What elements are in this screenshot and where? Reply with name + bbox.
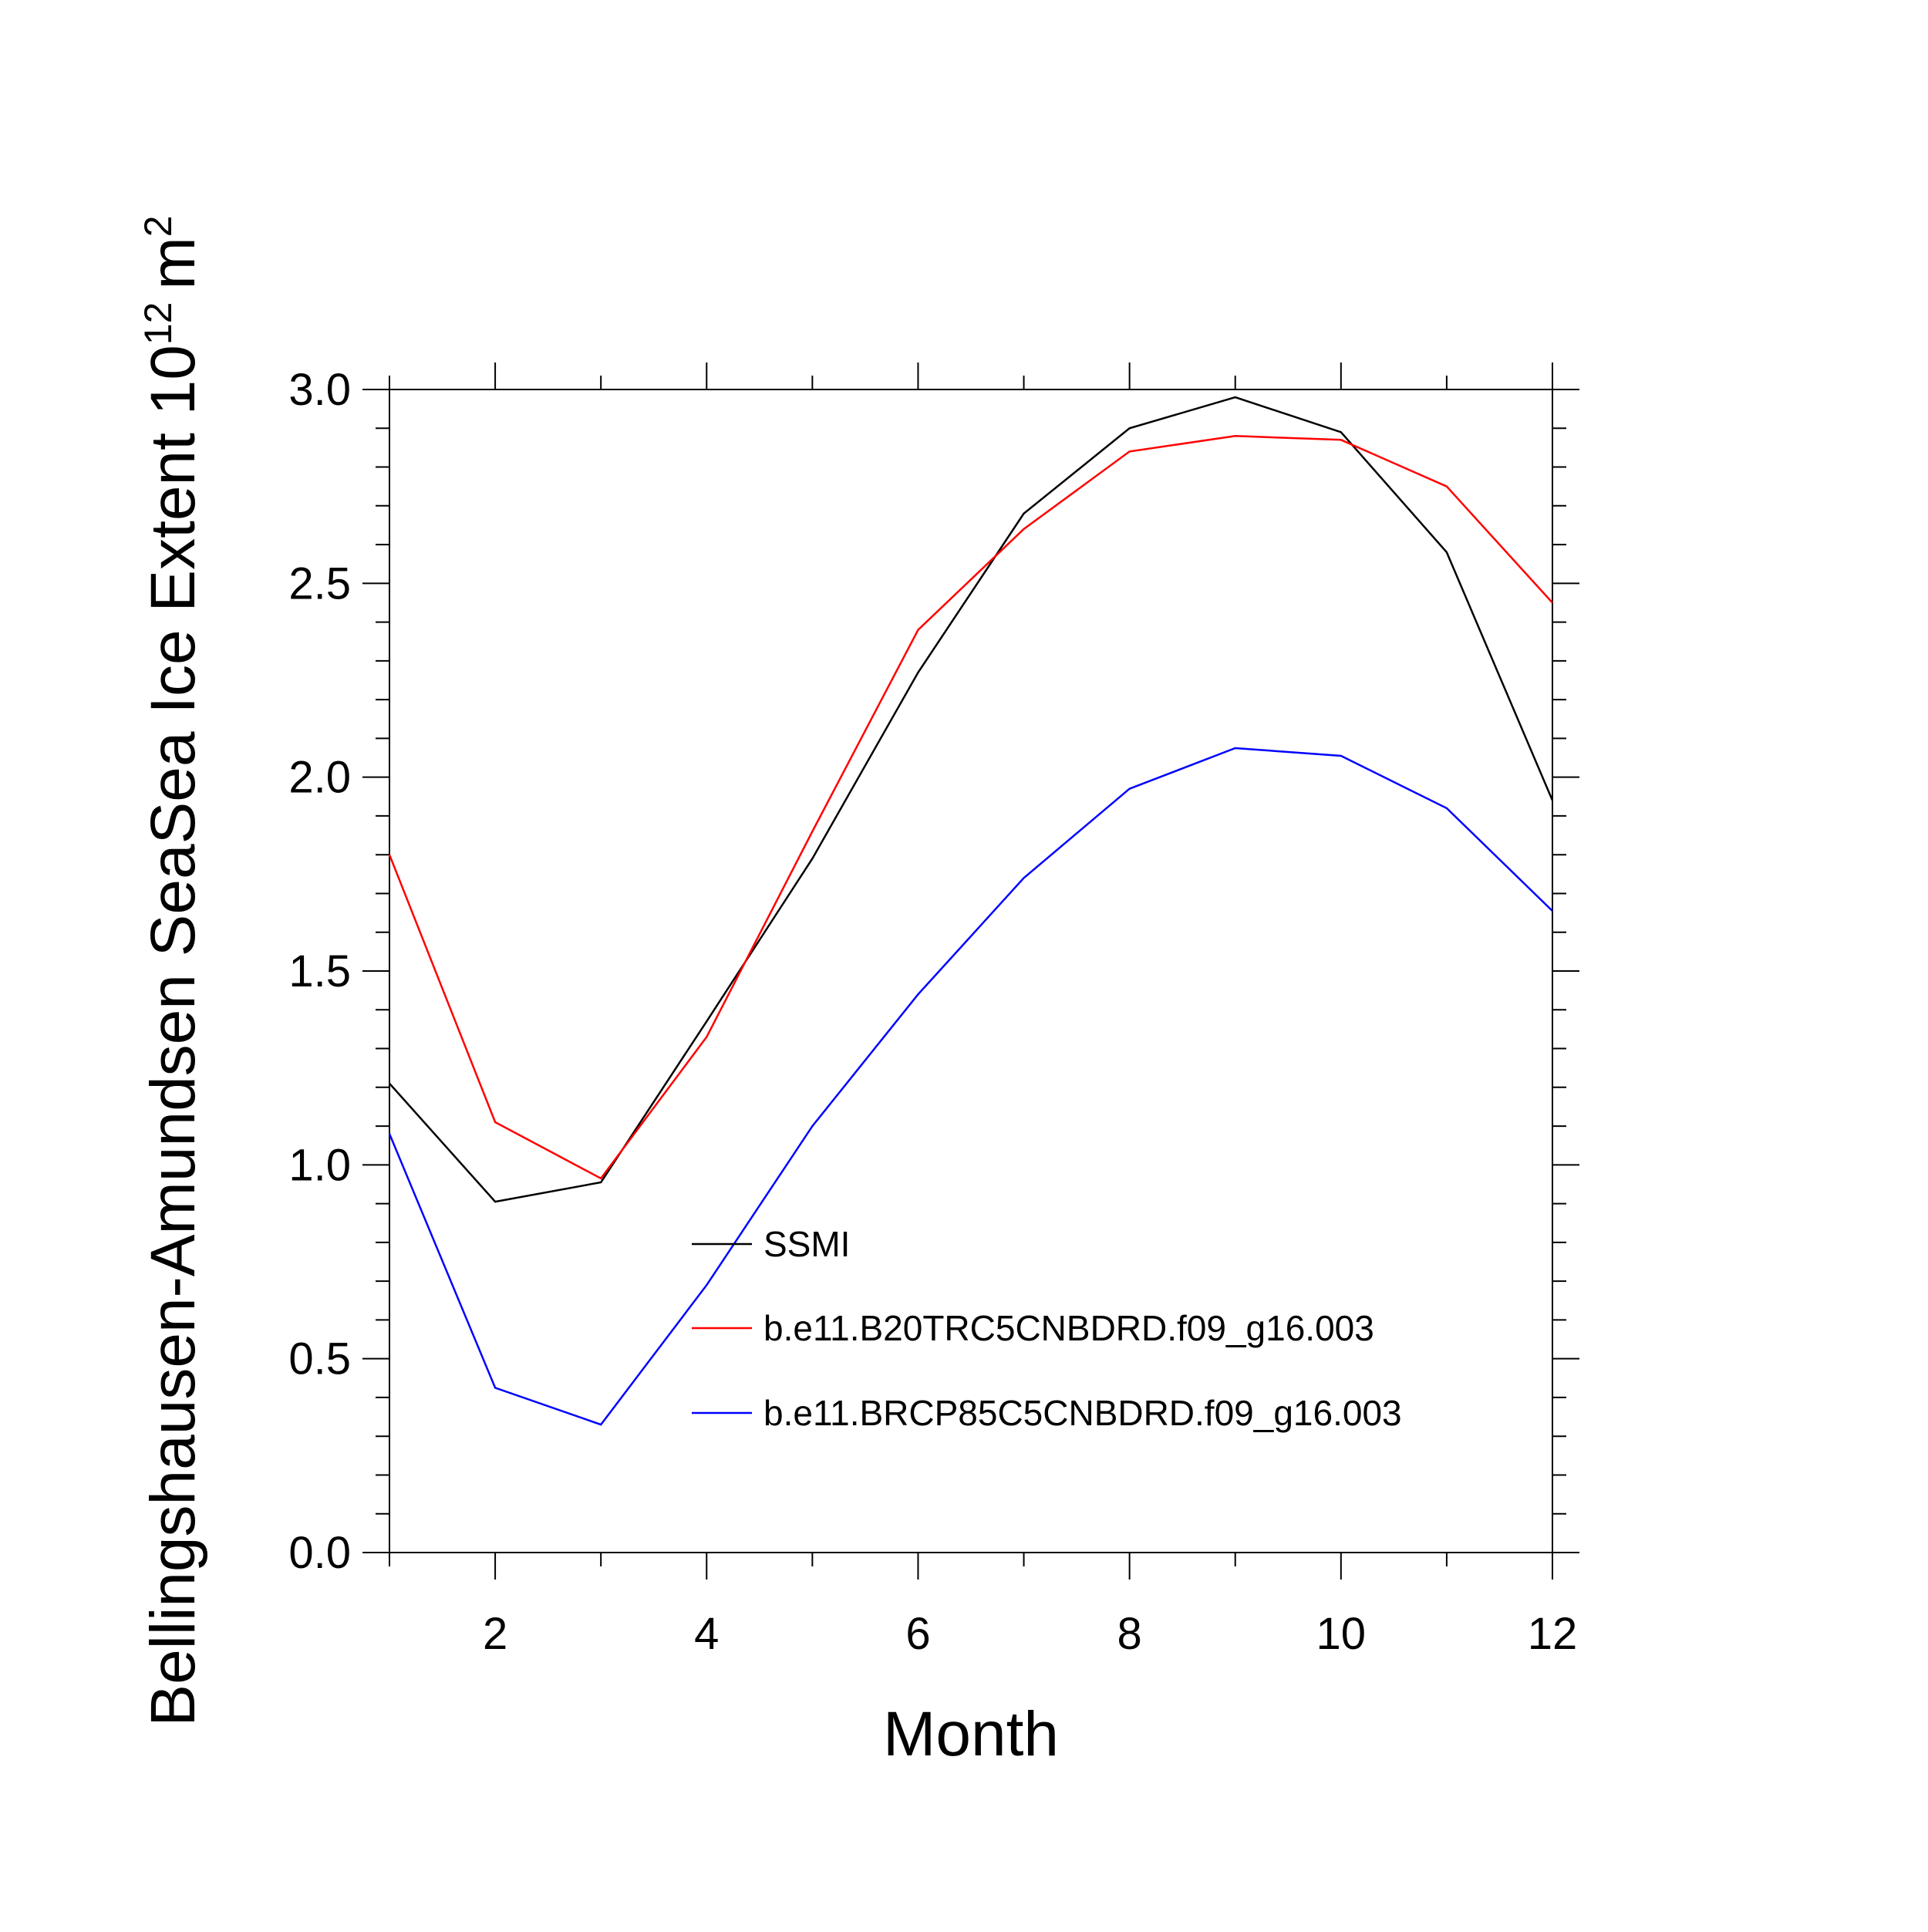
x-tick-label: 6 bbox=[905, 1609, 930, 1659]
legend: SSMI b.e11.B20TRC5CNBDRD.f09_g16.003 b.e11… bbox=[692, 1224, 1402, 1433]
y-tick-label: 2.0 bbox=[288, 753, 351, 803]
x-tick-label: 12 bbox=[1528, 1609, 1578, 1659]
y-tick-label: 1.5 bbox=[288, 946, 351, 996]
axis-ticks: 2 4 6 8 10 12 0.0 0.5 1.0 1.5 2.0 2.5 3.0 bbox=[288, 362, 1579, 1659]
x-tick-label: 10 bbox=[1316, 1609, 1367, 1659]
y-axis-title-unit: m bbox=[138, 237, 208, 289]
x-tick-label: 2 bbox=[483, 1609, 507, 1659]
y-tick-label: 2.5 bbox=[288, 558, 351, 609]
y-tick-label: 1.0 bbox=[288, 1140, 351, 1190]
series-line-3 bbox=[388, 747, 1553, 1426]
y-axis-title: Bellingshausen-Amundsen SeaSea Ice Exten… bbox=[137, 215, 208, 1726]
x-tick-label: 4 bbox=[694, 1609, 719, 1659]
y-axis-title-exponent: 12 bbox=[137, 302, 180, 345]
y-tick-label: 0.5 bbox=[288, 1334, 351, 1384]
y-tick-label: 0.0 bbox=[288, 1528, 351, 1578]
legend-label-2: b.e11.B20TRC5CNBDRD.f09_g16.003 bbox=[763, 1308, 1374, 1348]
y-tick-label: 3.0 bbox=[288, 365, 351, 415]
series-line-2 bbox=[388, 435, 1553, 1180]
y-axis-title-main: Bellingshausen-Amundsen SeaSea Ice Exten… bbox=[138, 345, 208, 1727]
x-tick-label: 8 bbox=[1117, 1609, 1142, 1659]
legend-label-3: b.e11.BRCP85C5CNBDRD.f09_g16.003 bbox=[763, 1393, 1402, 1433]
series-lines bbox=[388, 396, 1554, 1426]
plot-frame bbox=[389, 389, 1553, 1553]
y-axis-title-unit-exponent: 2 bbox=[137, 215, 180, 237]
x-axis-title: Month bbox=[883, 1699, 1059, 1769]
legend-label-1: SSMI bbox=[763, 1224, 850, 1264]
series-line-1 bbox=[389, 396, 1554, 1203]
